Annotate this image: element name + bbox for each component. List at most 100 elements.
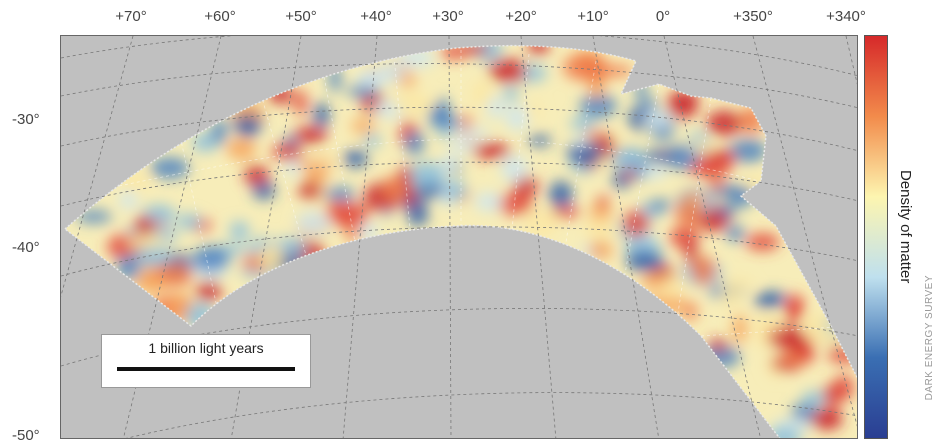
density-blob	[489, 58, 527, 83]
density-blob	[154, 211, 175, 223]
density-blob	[252, 181, 276, 200]
density-blob	[268, 84, 293, 105]
dec-label-50: -50°	[12, 427, 40, 444]
colorbar	[864, 35, 888, 439]
density-blob	[471, 79, 493, 108]
density-blob	[671, 91, 700, 106]
density-blob	[444, 180, 467, 201]
density-blob	[405, 130, 425, 156]
density-blob	[260, 243, 283, 272]
density-blob	[436, 97, 450, 126]
ra-label-60: +60°	[204, 8, 236, 25]
density-blob	[496, 192, 534, 215]
coordinate-grid	[61, 36, 857, 438]
density-blob	[717, 204, 736, 218]
density-blob	[505, 105, 529, 131]
density-blob	[408, 161, 446, 188]
density-blob	[596, 195, 610, 209]
density-blob	[453, 127, 491, 138]
density-blob	[324, 186, 356, 202]
density-blob	[785, 293, 805, 321]
ra-label-10: +10°	[577, 8, 609, 25]
density-blob	[192, 246, 230, 272]
density-blob	[392, 92, 433, 115]
density-blob	[363, 71, 388, 87]
density-blob	[586, 130, 602, 142]
density-blob	[762, 291, 787, 307]
density-blob	[362, 133, 381, 148]
density-blob	[448, 140, 478, 152]
density-blob	[513, 176, 539, 196]
density-blob	[684, 238, 698, 266]
density-blob	[351, 118, 376, 133]
density-blob	[75, 210, 113, 223]
density-blob	[237, 115, 259, 138]
density-blob	[801, 339, 815, 364]
density-blob	[623, 167, 636, 179]
density-blob	[548, 180, 573, 209]
density-blob	[809, 409, 843, 431]
density-blob	[813, 328, 852, 345]
density-blob	[526, 102, 541, 118]
density-blob	[683, 301, 698, 322]
density-blob	[342, 149, 369, 168]
density-blob	[833, 374, 854, 401]
dec-label-40: -40°	[12, 239, 40, 256]
colorbar-label: Density of matter	[897, 170, 914, 284]
density-blob	[726, 225, 745, 242]
density-blob	[211, 118, 228, 145]
density-blob	[243, 165, 269, 186]
density-blob	[625, 250, 664, 272]
density-blob	[729, 139, 767, 163]
density-blob	[298, 181, 323, 200]
density-blob	[570, 116, 596, 131]
density-blob	[801, 391, 826, 407]
sky-map	[60, 35, 858, 439]
density-blob	[119, 190, 138, 210]
density-blob	[524, 209, 559, 237]
density-blob	[474, 192, 503, 212]
density-blob	[285, 156, 299, 177]
density-blob	[648, 199, 672, 212]
density-blob	[572, 136, 590, 149]
density-blob	[675, 201, 704, 228]
density-blob	[638, 99, 659, 112]
density-blob	[563, 54, 601, 81]
density-blob	[705, 110, 744, 136]
density-blob	[722, 284, 741, 309]
density-blob	[177, 213, 202, 230]
scale-bar-box: 1 billion light years	[101, 334, 311, 388]
density-blob	[778, 355, 808, 367]
dec-label-30: -30°	[12, 111, 40, 128]
density-blob	[691, 255, 715, 285]
density-blob	[294, 89, 307, 116]
density-blob	[301, 154, 341, 167]
density-blob	[185, 302, 215, 330]
density-blob	[346, 85, 378, 98]
density-blob	[628, 106, 651, 131]
density-blob	[623, 210, 649, 238]
density-blob	[150, 157, 190, 179]
density-blob	[485, 96, 505, 118]
density-blob	[461, 45, 489, 56]
density-blob	[589, 240, 613, 260]
ra-label-340: +340°	[826, 8, 866, 25]
density-blob	[641, 273, 667, 289]
scale-bar	[117, 367, 295, 371]
ra-label-30: +30°	[432, 8, 464, 25]
density-blob	[681, 193, 707, 207]
density-blob	[226, 137, 257, 160]
density-blob	[643, 110, 673, 129]
ra-label-0: 0°	[655, 8, 671, 25]
density-blob	[134, 245, 172, 268]
ra-label-70: +70°	[115, 8, 147, 25]
density-blob	[611, 148, 646, 172]
credit-text: DARK ENERGY SURVEY	[924, 275, 935, 401]
density-blob	[196, 280, 222, 302]
density-blob	[295, 211, 331, 235]
density-blob	[598, 133, 615, 159]
density-blob	[583, 218, 615, 239]
density-blob	[634, 82, 649, 100]
density-blob	[191, 132, 218, 153]
density-blob	[527, 135, 552, 147]
